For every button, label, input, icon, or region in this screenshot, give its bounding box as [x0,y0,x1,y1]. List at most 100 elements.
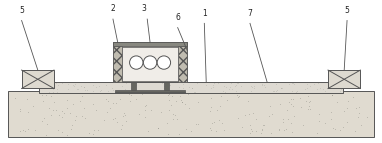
Point [65,83,71,85]
Point [146,90,152,92]
Point [269,113,275,115]
Point [210,84,216,86]
Point [166,109,172,111]
Point [120,115,126,118]
Point [355,116,361,119]
Point [251,85,257,87]
Point [211,121,217,123]
Point [44,123,50,125]
Point [307,100,313,103]
Point [316,113,322,115]
Point [154,126,160,129]
Point [169,95,175,97]
Point [300,124,306,126]
Point [341,109,347,112]
Point [98,89,104,91]
Point [337,90,343,92]
Point [288,122,294,124]
Point [278,87,285,89]
Point [208,97,214,99]
Point [17,110,23,112]
Point [193,123,199,125]
Point [172,114,178,116]
Point [97,90,103,92]
Point [261,84,267,87]
Point [121,112,127,114]
Point [249,112,256,114]
Point [100,119,107,121]
Point [48,95,54,97]
Point [72,119,78,121]
Point [261,124,267,126]
Point [128,83,134,85]
Point [53,109,59,111]
Text: 5: 5 [345,6,350,15]
Point [236,95,242,97]
Point [195,123,201,126]
Point [290,90,296,93]
Point [155,127,161,129]
Point [332,84,338,86]
Point [112,117,118,119]
Point [20,129,26,131]
Point [59,110,65,112]
Bar [328,70,360,89]
Point [223,86,229,88]
Point [226,88,232,90]
Point [54,88,60,90]
Point [177,94,183,97]
Point [322,90,328,92]
Point [49,82,55,84]
Point [275,128,282,130]
Point [216,118,222,121]
Point [208,87,214,89]
Point [25,111,31,113]
Point [86,132,92,134]
Point [173,99,180,102]
Point [159,82,165,84]
Point [174,118,180,121]
Point [79,95,85,97]
Point [350,96,356,98]
Point [148,108,154,111]
Point [297,97,303,100]
Point [280,121,286,124]
Point [82,89,88,92]
Point [158,111,164,114]
Point [288,102,295,105]
Point [170,113,176,115]
Point [143,104,149,106]
Bar [39,82,343,93]
Point [84,89,91,91]
Point [316,120,322,122]
Point [189,87,195,89]
Point [251,87,257,89]
Point [214,109,220,111]
Point [67,112,73,114]
Point [259,128,265,130]
Point [75,88,81,91]
Point [133,82,139,84]
Point [314,88,320,90]
Text: 6: 6 [175,13,180,22]
Point [233,89,239,92]
Point [39,94,45,97]
Point [303,83,309,85]
Point [240,126,246,128]
Point [234,82,240,84]
Point [132,85,138,87]
Text: 5: 5 [19,6,24,15]
Point [139,93,145,95]
Point [227,86,233,89]
Point [332,128,338,130]
Point [110,102,116,104]
Point [248,128,254,130]
Point [241,114,248,116]
Point [192,91,198,93]
Point [48,114,54,117]
Bar [123,47,178,81]
Point [285,118,291,120]
Point [138,91,144,93]
Point [219,122,225,124]
Point [183,128,189,131]
